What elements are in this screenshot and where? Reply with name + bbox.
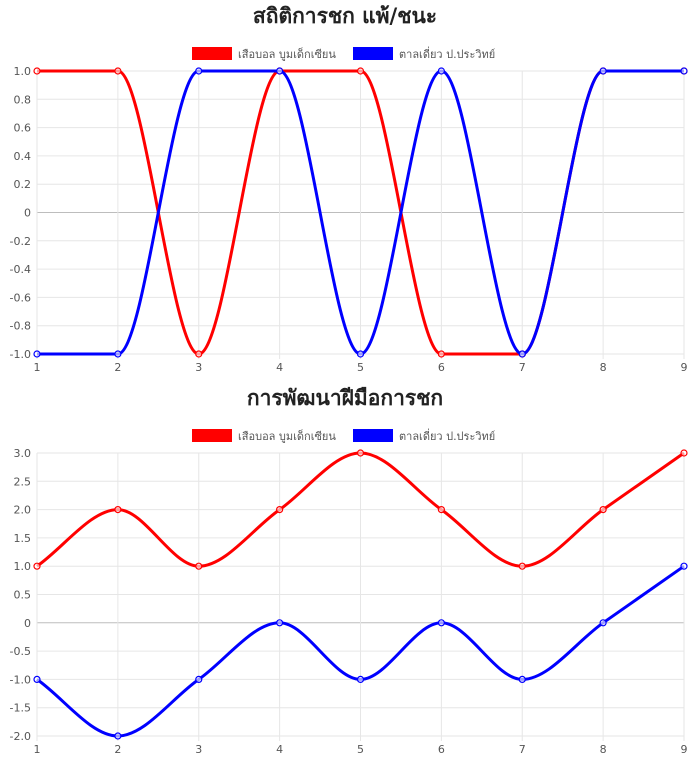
y-tick-label: 2.0 xyxy=(14,504,32,517)
x-tick-label: 6 xyxy=(438,743,445,756)
chart-win-loss: สถิติการชก แพ้/ชนะ เสือบอล บูมเด็กเซียน ต… xyxy=(0,0,690,382)
x-tick-label: 1 xyxy=(34,361,41,374)
legend-item[interactable]: เสือบอล บูมเด็กเซียน xyxy=(192,429,336,443)
series-line xyxy=(37,69,684,356)
x-tick-label: 9 xyxy=(681,743,688,756)
legend-label: เสือบอล บูมเด็กเซียน xyxy=(238,47,336,61)
legend-label: ตาลเดี่ยว ป.ประวิทย์ xyxy=(399,46,495,61)
y-tick-label: -1.0 xyxy=(10,348,31,361)
y-tick-label: 1.0 xyxy=(14,560,32,573)
data-point[interactable] xyxy=(599,505,607,514)
legend: เสือบอล บูมเด็กเซียน ตาลเดี่ยว ป.ประวิทย์ xyxy=(192,46,495,61)
legend-label: ตาลเดี่ยว ป.ประวิทย์ xyxy=(399,428,495,443)
data-point[interactable] xyxy=(356,350,365,358)
y-tick-label: 0.5 xyxy=(14,589,32,602)
data-point[interactable] xyxy=(33,675,41,683)
data-point[interactable] xyxy=(518,562,526,570)
grid xyxy=(36,70,685,359)
y-tick-label: -0.4 xyxy=(10,263,31,276)
x-tick-label: 9 xyxy=(681,361,688,374)
y-tick-label: -1.0 xyxy=(10,673,31,686)
grid xyxy=(36,452,685,741)
legend-swatch xyxy=(192,47,232,60)
data-point[interactable] xyxy=(356,449,365,457)
chart-svg: เสือบอล บูมเด็กเซียน ตาลเดี่ยว ป.ประวิทย์… xyxy=(10,46,688,374)
x-tick-label: 6 xyxy=(438,361,445,374)
data-point[interactable] xyxy=(599,619,607,627)
series-2 xyxy=(33,562,688,740)
data-point[interactable] xyxy=(437,505,445,514)
y-tick-label: 1.0 xyxy=(14,65,32,78)
x-tick-label: 5 xyxy=(357,743,364,756)
y-tick-label: 0.6 xyxy=(14,122,32,135)
x-tick-label: 8 xyxy=(600,361,607,374)
y-tick-label: 0.8 xyxy=(14,93,32,106)
data-point[interactable] xyxy=(437,619,445,627)
y-tick-label: 1.5 xyxy=(14,532,32,545)
data-point[interactable] xyxy=(195,350,203,358)
series-1 xyxy=(33,449,688,570)
x-tick-label: 7 xyxy=(519,743,526,756)
x-tick-label: 3 xyxy=(195,743,202,756)
data-point[interactable] xyxy=(33,67,41,75)
data-point[interactable] xyxy=(114,732,122,740)
legend: เสือบอล บูมเด็กเซียน ตาลเดี่ยว ป.ประวิทย์ xyxy=(192,428,495,443)
y-tick-label: 0.2 xyxy=(14,178,32,191)
chart-skill-progress: การพัฒนาฝีมือการชก เสือบอล บูมเด็กเซียน ต… xyxy=(0,382,690,764)
data-point[interactable] xyxy=(356,67,365,75)
legend-item[interactable]: ตาลเดี่ยว ป.ประวิทย์ xyxy=(353,428,495,443)
data-point[interactable] xyxy=(276,67,284,75)
data-point[interactable] xyxy=(195,562,203,570)
y-tick-label: 3.0 xyxy=(14,447,32,460)
data-point[interactable] xyxy=(114,505,122,514)
chart-title: สถิติการชก แพ้/ชนะ xyxy=(252,4,438,28)
chart-title: การพัฒนาฝีมือการชก xyxy=(246,386,444,410)
x-tick-label: 4 xyxy=(276,361,283,374)
data-point[interactable] xyxy=(518,675,526,683)
data-point[interactable] xyxy=(599,67,607,75)
x-tick-label: 2 xyxy=(114,743,121,756)
x-tick-label: 7 xyxy=(519,361,526,374)
y-tick-label: 0 xyxy=(24,207,31,220)
y-tick-label: -1.5 xyxy=(10,702,31,715)
y-tick-label: 2.5 xyxy=(14,475,32,488)
chart-svg: เสือบอล บูมเด็กเซียน ตาลเดี่ยว ป.ประวิทย์… xyxy=(10,428,688,756)
data-point[interactable] xyxy=(33,562,41,570)
legend-label: เสือบอล บูมเด็กเซียน xyxy=(238,429,336,443)
legend-swatch xyxy=(353,47,393,60)
data-point[interactable] xyxy=(33,350,41,358)
x-tick-label: 3 xyxy=(195,361,202,374)
x-tick-label: 2 xyxy=(114,361,121,374)
y-tick-label: -0.2 xyxy=(10,235,31,248)
y-tick-label: -0.8 xyxy=(10,320,31,333)
x-tick-label: 5 xyxy=(357,361,364,374)
data-point[interactable] xyxy=(276,505,284,514)
data-point[interactable] xyxy=(680,562,688,570)
data-point[interactable] xyxy=(680,449,688,457)
x-tick-label: 1 xyxy=(34,743,41,756)
legend-swatch xyxy=(192,429,232,442)
data-point[interactable] xyxy=(195,67,203,75)
y-tick-label: 0.4 xyxy=(14,150,32,163)
y-tick-label: 0 xyxy=(24,617,31,630)
data-point[interactable] xyxy=(437,67,445,75)
data-point[interactable] xyxy=(356,675,365,683)
y-tick-label: -2.0 xyxy=(10,730,31,743)
data-point[interactable] xyxy=(518,350,526,358)
data-point[interactable] xyxy=(114,350,122,358)
data-point[interactable] xyxy=(680,67,688,75)
legend-swatch xyxy=(353,429,393,442)
legend-item[interactable]: ตาลเดี่ยว ป.ประวิทย์ xyxy=(353,46,495,61)
data-point[interactable] xyxy=(195,675,203,683)
x-tick-label: 4 xyxy=(276,743,283,756)
data-point[interactable] xyxy=(276,619,284,627)
legend-item[interactable]: เสือบอล บูมเด็กเซียน xyxy=(192,47,336,61)
series-2 xyxy=(33,67,688,358)
data-point[interactable] xyxy=(114,67,122,75)
data-point[interactable] xyxy=(437,350,445,358)
x-tick-label: 8 xyxy=(600,743,607,756)
y-tick-label: -0.5 xyxy=(10,645,31,658)
y-tick-label: -0.6 xyxy=(10,291,31,304)
